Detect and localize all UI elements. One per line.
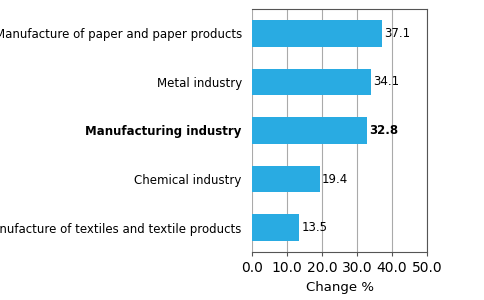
X-axis label: Change %: Change % <box>305 280 373 294</box>
Text: 37.1: 37.1 <box>383 27 409 40</box>
Bar <box>252 117 366 144</box>
Text: 34.1: 34.1 <box>373 75 399 88</box>
Text: 19.4: 19.4 <box>321 172 348 186</box>
Bar <box>252 20 381 47</box>
Bar <box>252 214 299 241</box>
Bar <box>252 166 319 192</box>
Bar <box>252 69 371 95</box>
Text: 32.8: 32.8 <box>368 124 397 137</box>
Text: 13.5: 13.5 <box>301 221 327 234</box>
